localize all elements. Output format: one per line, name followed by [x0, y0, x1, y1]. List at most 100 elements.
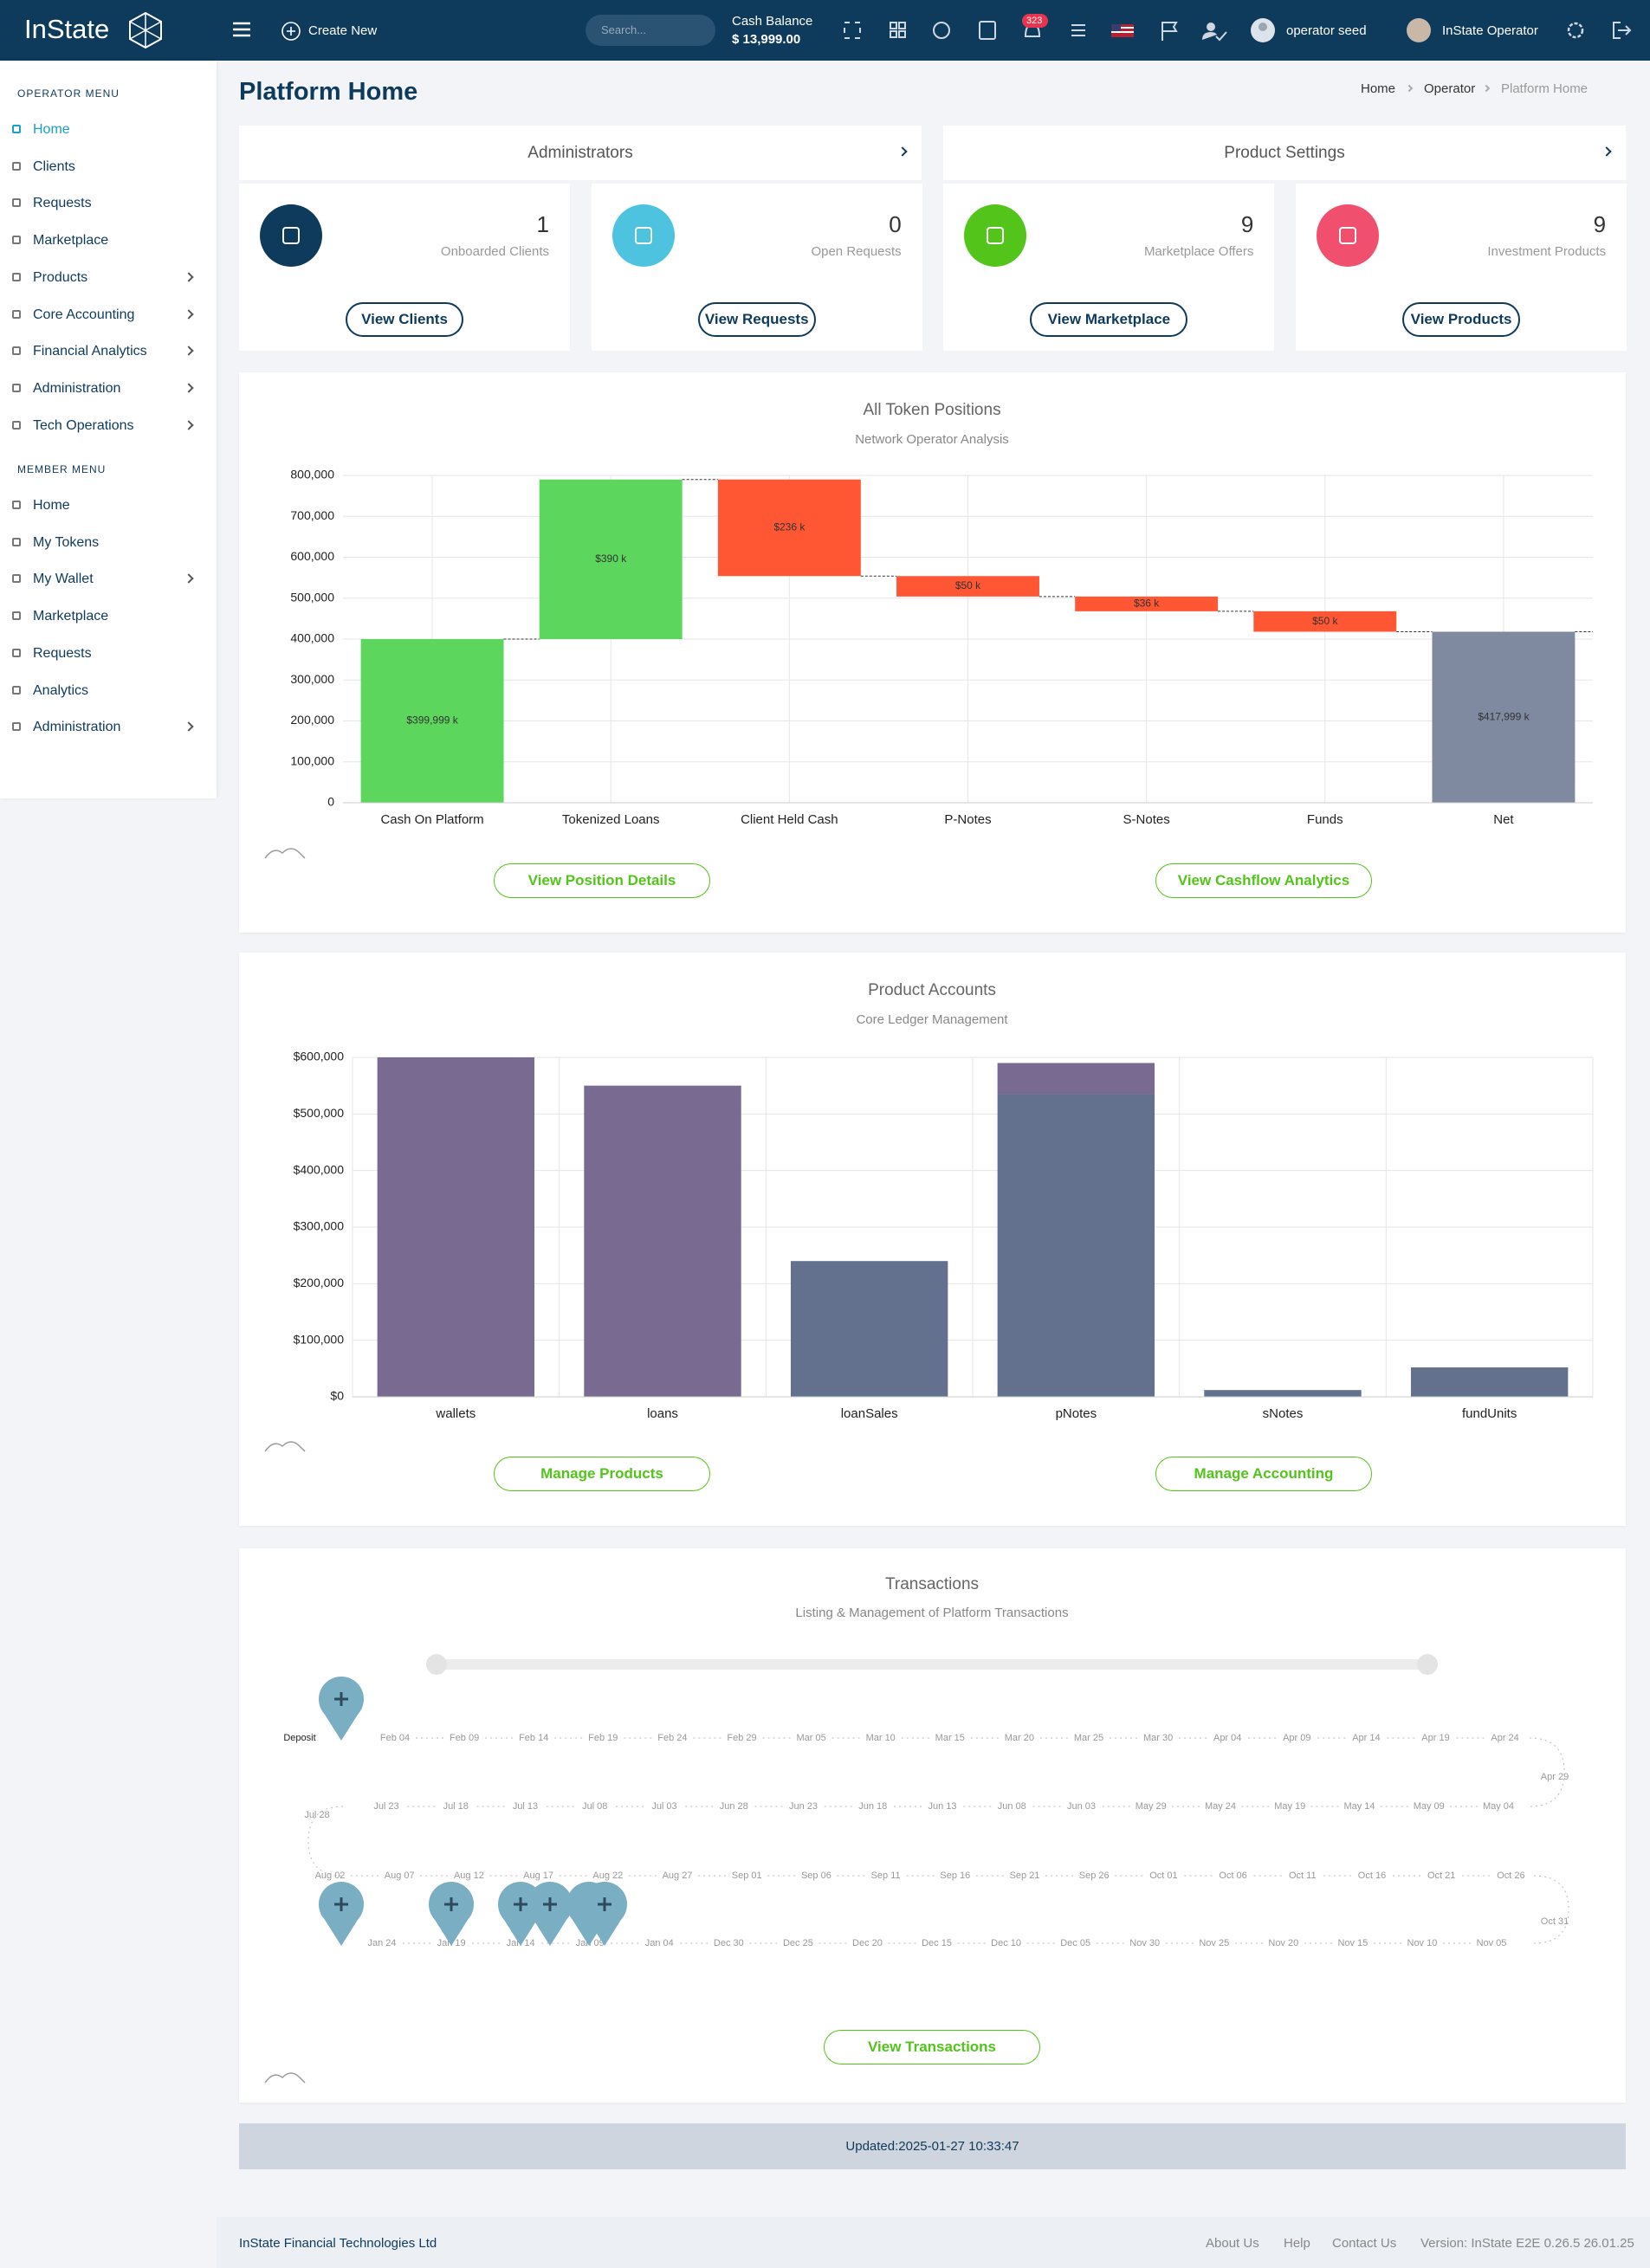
updated-bar: Updated:2025-01-27 10:33:47 — [239, 2123, 1626, 2169]
y-tick-label: $200,000 — [294, 1276, 345, 1289]
cash-label: Cash Balance — [732, 14, 813, 29]
chart-title: All Token Positions — [863, 401, 1000, 419]
search-box[interactable]: Search... — [586, 15, 715, 46]
menu-item[interactable]: Tech Operations — [33, 417, 134, 433]
menu-item[interactable]: My Wallet — [33, 572, 94, 587]
timeline-date: Dec 25 — [783, 1938, 813, 1948]
menu-item[interactable]: Analytics — [33, 682, 89, 698]
timeline-date: Mar 30 — [1143, 1733, 1173, 1743]
bar-segment — [1410, 1367, 1569, 1397]
menu-chevron — [184, 346, 194, 356]
nav-right-icons[interactable] — [1564, 19, 1642, 42]
timeline-date: Aug 22 — [592, 1871, 623, 1881]
menu-icon — [12, 537, 21, 546]
pin-plus — [334, 1897, 348, 1911]
chart-button[interactable]: Manage Products — [494, 1457, 710, 1491]
timeline-date: Dec 20 — [852, 1938, 883, 1948]
timeline-date: May 04 — [1483, 1801, 1514, 1812]
menu-title: MEMBER MENU — [17, 463, 107, 475]
stat-card: 0 Open Requests View Requests — [591, 184, 922, 351]
user-name[interactable]: operator seed — [1286, 23, 1367, 38]
timeline-date: Oct 01 — [1149, 1871, 1177, 1881]
menu-icon — [12, 648, 21, 657]
chart-button[interactable]: View Position Details — [494, 863, 710, 898]
chart-button[interactable]: Manage Accounting — [1155, 1457, 1372, 1491]
timeline-date: Jun 13 — [928, 1801, 956, 1812]
footer-link[interactable]: About Us — [1206, 2236, 1259, 2251]
chart-title: Product Accounts — [868, 981, 996, 999]
menu-chevron — [184, 419, 194, 430]
menu-item[interactable]: Products — [33, 269, 88, 285]
pin-plus — [444, 1897, 458, 1911]
x-tick-label: Tokenized Loans — [562, 812, 660, 827]
breadcrumb-item[interactable]: Home — [1361, 81, 1396, 96]
menu-item[interactable]: Requests — [33, 645, 92, 661]
stat-button[interactable]: View Products — [1402, 302, 1521, 337]
updated-text: Updated:2025-01-27 10:33:47 — [845, 2139, 1019, 2154]
menu-item[interactable]: Marketplace — [33, 609, 109, 624]
menu-item[interactable]: Financial Analytics — [33, 344, 147, 359]
breadcrumb-item[interactable]: Operator — [1424, 81, 1476, 96]
timeline-date: Aug 17 — [523, 1871, 553, 1881]
bar-segment — [1204, 1390, 1362, 1397]
pin-plus — [598, 1897, 611, 1911]
range-handle[interactable] — [426, 1654, 447, 1675]
menu-toggle[interactable] — [232, 21, 251, 38]
menu-item[interactable]: My Tokens — [33, 534, 100, 550]
stat-card: 9 Marketplace Offers View Marketplace — [943, 184, 1275, 351]
stacked-bar-chart: Product Accounts Core Ledger Management $0… — [264, 981, 1594, 1452]
menu-item[interactable]: Marketplace — [33, 233, 109, 249]
user-role[interactable]: InState Operator — [1442, 23, 1538, 38]
menu-item[interactable]: Administration — [33, 720, 121, 735]
pin-plus — [543, 1897, 557, 1911]
y-tick-label: $500,000 — [294, 1106, 345, 1120]
section-title: Product Settings — [1224, 144, 1345, 162]
timeline-date: Nov 05 — [1477, 1938, 1507, 1948]
stat-label: Marketplace Offers — [1143, 244, 1254, 259]
menu-item[interactable]: Core Accounting — [33, 307, 135, 322]
timeline-date: Mar 20 — [1005, 1733, 1034, 1743]
logo — [129, 11, 162, 49]
menu-item[interactable]: Home — [33, 498, 70, 513]
timeline-date: Jul 13 — [513, 1801, 538, 1812]
footer-link[interactable]: Contact Us — [1332, 2236, 1397, 2251]
x-tick-label: Client Held Cash — [741, 812, 838, 827]
menu-item[interactable]: Home — [33, 122, 70, 137]
menu-chevron — [184, 383, 194, 393]
chart-button[interactable]: View Cashflow Analytics — [1155, 863, 1372, 898]
cash-balance: $ 13,999.00 — [732, 32, 801, 47]
accounts-panel: Product Accounts Core Ledger Management $0… — [239, 953, 1626, 1526]
timeline-date: Apr 09 — [1283, 1733, 1310, 1743]
range-handle[interactable] — [1417, 1654, 1438, 1675]
timeline-date: Feb 24 — [657, 1733, 687, 1743]
breadcrumb-sep — [1482, 84, 1491, 93]
footer-link[interactable]: Help — [1284, 2236, 1310, 2251]
y-tick-label: $100,000 — [294, 1332, 345, 1346]
nav-icons[interactable] — [840, 17, 1472, 45]
create-new[interactable]: Create New — [308, 23, 378, 38]
menu-item[interactable]: Clients — [33, 158, 75, 174]
badge: 323 — [1022, 14, 1048, 28]
menu-item[interactable]: Administration — [33, 380, 121, 396]
stat-button[interactable]: View Clients — [346, 302, 463, 337]
footer: InState Financial Technologies Ltd About… — [217, 2217, 1650, 2268]
timeline-date: Jul 03 — [651, 1801, 676, 1812]
y-tick-label: $0 — [330, 1389, 344, 1403]
menu-icon — [12, 383, 21, 392]
bar-segment — [997, 1063, 1155, 1095]
timeline-date: Mar 15 — [935, 1733, 965, 1743]
timeline-date: Jun 28 — [720, 1801, 748, 1812]
timeline-date: Apr 19 — [1421, 1733, 1449, 1743]
stat-button[interactable]: View Requests — [697, 302, 816, 337]
bar-segment — [377, 1057, 535, 1397]
transactions-button[interactable]: View Transactions — [824, 2030, 1040, 2064]
sidebar: OPERATOR MENU Home Clients Requests Marketpl… — [0, 61, 217, 798]
timeline-date: Jul 08 — [582, 1801, 607, 1812]
breadcrumb-item: Platform Home — [1501, 81, 1589, 96]
timeline-date: Dec 30 — [714, 1938, 744, 1948]
stat-button[interactable]: View Marketplace — [1030, 302, 1188, 337]
brand[interactable]: InState — [24, 14, 110, 44]
menu-item[interactable]: Requests — [33, 196, 92, 211]
value-label: $36 k — [1134, 598, 1160, 610]
search-placeholder: Search... — [601, 23, 647, 36]
